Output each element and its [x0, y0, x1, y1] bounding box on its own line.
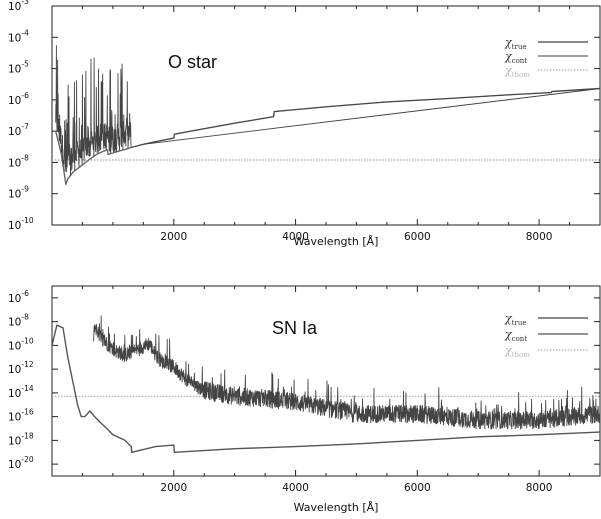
x-tick-label: 2000: [160, 482, 187, 494]
series-group: [52, 45, 600, 185]
y-tick-label: 10-16: [8, 408, 34, 424]
y-tick-label: 10-8: [8, 153, 29, 169]
legend-label: χtrue: [504, 312, 526, 327]
x-tick-label: 4000: [282, 482, 309, 494]
y-tick-label: 10-3: [8, 0, 29, 13]
y-tick-label: 10-9: [8, 185, 29, 201]
series-true-line: [92, 315, 600, 430]
plot-frame: [51, 285, 601, 477]
y-tick-label: 10-20: [8, 455, 34, 471]
y-tick-label: 10-5: [8, 60, 29, 76]
y-tick-label: 10-10: [8, 336, 34, 352]
y-tick-label: 10-10: [8, 216, 34, 232]
o-star-panel: 2000 4000 6000 8000 10-10 10-9 10-8 10-7 10-6 10-…: [8, 0, 601, 248]
panel-label: SN Ia: [272, 318, 318, 338]
series-group: [52, 315, 600, 453]
x-axis-title: Wavelength [Å]: [294, 235, 379, 248]
legend-label: χcont: [504, 50, 527, 65]
x-tick-label: 6000: [404, 482, 431, 494]
legend-label: χtrue: [504, 36, 526, 51]
x-tick-label: 4000: [282, 231, 309, 243]
plot-frame: [51, 5, 601, 226]
y-tick-label: 10-14: [8, 384, 34, 400]
legend-label: χthom: [504, 344, 530, 359]
legend-label: χcont: [504, 328, 527, 343]
x-axis-title: Wavelength [Å]: [294, 501, 379, 514]
y-tick-label: 10-4: [8, 28, 29, 44]
sn-ia-panel: 2000 4000 6000 8000 10-20 10-18 10-16 10-14 10-1…: [8, 285, 601, 514]
y-tick-label: 10-6: [8, 289, 29, 305]
y-tick-label: 10-12: [8, 360, 34, 376]
y-tick-label: 10-7: [8, 122, 29, 138]
series-true-line: [55, 45, 600, 176]
x-tick-label: 2000: [160, 231, 187, 243]
series-cont-line: [52, 324, 600, 453]
legend-label: χthom: [504, 64, 530, 79]
x-tick-label: 8000: [526, 482, 553, 494]
series-cont-line: [55, 87, 600, 185]
y-tick-label: 10-6: [8, 91, 29, 107]
x-tick-label: 6000: [404, 231, 431, 243]
y-tick-label: 10-8: [8, 313, 29, 329]
x-tick-label: 8000: [526, 231, 553, 243]
y-tick-label: 10-18: [8, 431, 34, 447]
panel-label: O star: [168, 52, 217, 72]
